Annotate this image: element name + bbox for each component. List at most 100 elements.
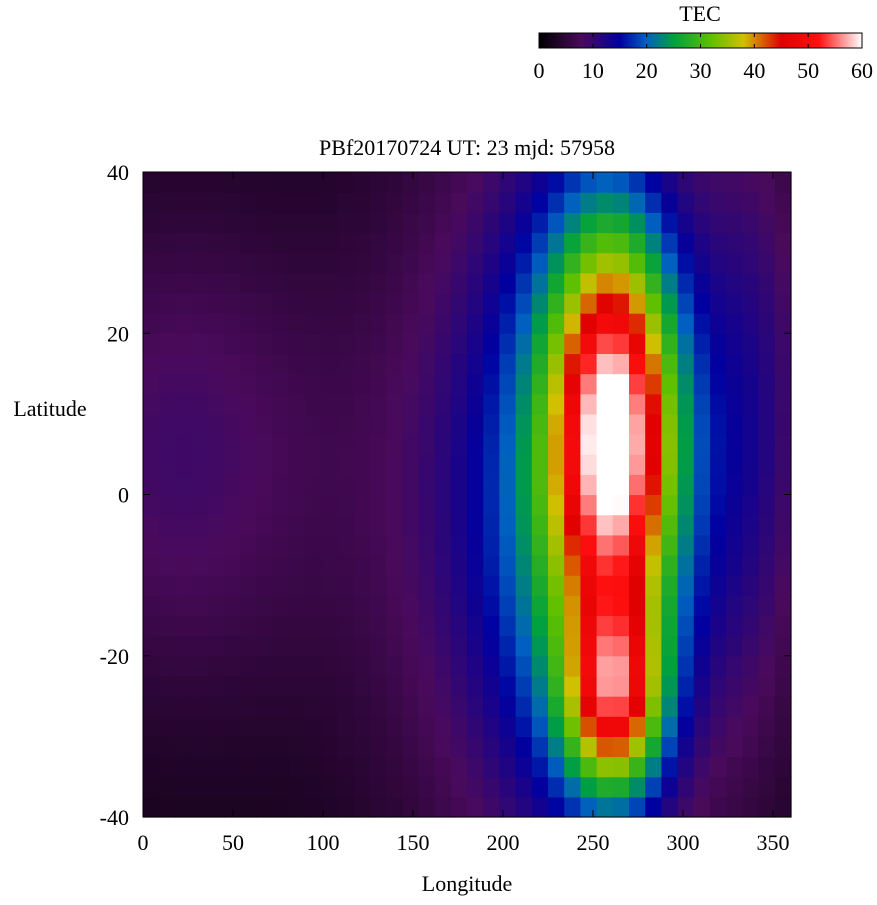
heatmap-cell xyxy=(450,494,468,516)
heatmap-cell xyxy=(143,413,160,435)
heatmap-cell xyxy=(661,353,679,375)
heatmap-cell xyxy=(288,615,306,637)
heatmap-cell xyxy=(402,716,419,737)
heatmap-cell xyxy=(143,696,160,717)
heatmap-cell xyxy=(256,696,274,717)
heatmap-cell xyxy=(402,776,419,798)
heatmap-cell xyxy=(467,292,484,314)
heatmap-cell xyxy=(726,796,743,818)
heatmap-cell xyxy=(224,675,241,697)
heatmap-cell xyxy=(450,413,468,435)
heatmap-cell xyxy=(483,796,500,818)
heatmap-cell xyxy=(402,756,419,778)
heatmap-cell xyxy=(369,776,387,798)
heatmap-cell xyxy=(515,454,533,475)
heatmap-cell xyxy=(450,615,468,637)
heatmap-cell xyxy=(548,494,565,516)
heatmap-cell xyxy=(629,675,646,697)
heatmap-cell xyxy=(143,313,160,334)
heatmap-cell xyxy=(710,796,727,818)
heatmap-cell xyxy=(224,373,241,395)
heatmap-cell xyxy=(288,655,306,677)
heatmap-cell xyxy=(612,796,630,818)
heatmap-cell xyxy=(499,252,517,274)
heatmap-cell xyxy=(418,292,436,314)
heatmap-cell xyxy=(596,454,614,475)
heatmap-cell xyxy=(548,434,565,455)
heatmap-cell xyxy=(483,595,500,617)
heatmap-cell xyxy=(402,272,419,294)
heatmap-cell xyxy=(353,373,371,395)
heatmap-cell xyxy=(499,615,517,637)
heatmap-cell xyxy=(159,595,176,617)
heatmap-cell xyxy=(710,554,727,576)
heatmap-cell xyxy=(418,353,436,375)
y-tick-label: 20 xyxy=(107,321,129,346)
heatmap-cell xyxy=(434,655,452,677)
heatmap-cell xyxy=(499,696,517,717)
heatmap-cell xyxy=(758,736,776,758)
heatmap-cell xyxy=(580,353,598,375)
heatmap-cell xyxy=(531,454,549,475)
heatmap-cell xyxy=(629,655,646,677)
heatmap-cell xyxy=(774,514,792,536)
heatmap-cell xyxy=(272,796,290,818)
heatmap-cell xyxy=(499,413,517,435)
heatmap-cell xyxy=(337,554,355,576)
heatmap-cell xyxy=(434,554,452,576)
heatmap-cell xyxy=(580,615,598,637)
heatmap-cell xyxy=(288,474,306,496)
heatmap-cell xyxy=(515,554,533,576)
heatmap-cell xyxy=(548,716,565,737)
heatmap-cell xyxy=(402,534,419,556)
heatmap-cell xyxy=(483,393,500,415)
heatmap-cell xyxy=(256,575,274,596)
heatmap-cell xyxy=(693,655,711,677)
heatmap-cell xyxy=(467,514,484,536)
heatmap-cell xyxy=(483,494,500,516)
heatmap-cell xyxy=(726,434,743,455)
heatmap-cell xyxy=(402,494,419,516)
heatmap-cell xyxy=(710,232,727,254)
x-tick-label: 100 xyxy=(307,830,340,855)
heatmap-cell xyxy=(272,434,290,455)
heatmap-cell xyxy=(175,796,193,818)
heatmap-cell xyxy=(580,333,598,355)
heatmap-cell xyxy=(467,655,484,677)
heatmap-cell xyxy=(742,373,760,395)
heatmap-cell xyxy=(661,333,679,355)
heatmap-cell xyxy=(710,736,727,758)
heatmap-cell xyxy=(564,393,581,415)
heatmap-cell xyxy=(515,796,533,818)
heatmap-cell xyxy=(645,796,662,818)
heatmap-cell xyxy=(483,615,500,637)
heatmap-cell xyxy=(515,514,533,536)
heatmap-cell xyxy=(467,595,484,617)
heatmap-cell xyxy=(305,796,322,818)
heatmap-cell xyxy=(596,192,614,213)
heatmap-cell xyxy=(305,192,322,213)
heatmap-cell xyxy=(450,696,468,717)
y-tick-label: -40 xyxy=(100,805,129,830)
heatmap-cell xyxy=(677,696,695,717)
heatmap-cell xyxy=(612,192,630,213)
heatmap-cell xyxy=(467,635,484,657)
heatmap-cell xyxy=(305,474,322,496)
heatmap-cell xyxy=(240,655,257,677)
heatmap-cell xyxy=(710,514,727,536)
heatmap-cell xyxy=(143,373,160,395)
heatmap-cell xyxy=(758,192,776,213)
heatmap-cell xyxy=(774,353,792,375)
heatmap-cell xyxy=(596,313,614,334)
heatmap-cell xyxy=(629,756,646,778)
heatmap-cell xyxy=(288,313,306,334)
heatmap-cell xyxy=(256,534,274,556)
heatmap-cell xyxy=(629,595,646,617)
heatmap-cell xyxy=(693,696,711,717)
heatmap-cell xyxy=(548,333,565,355)
heatmap-cell xyxy=(175,252,193,274)
heatmap-cell xyxy=(564,494,581,516)
heatmap-cell xyxy=(661,635,679,657)
heatmap-cell xyxy=(612,333,630,355)
